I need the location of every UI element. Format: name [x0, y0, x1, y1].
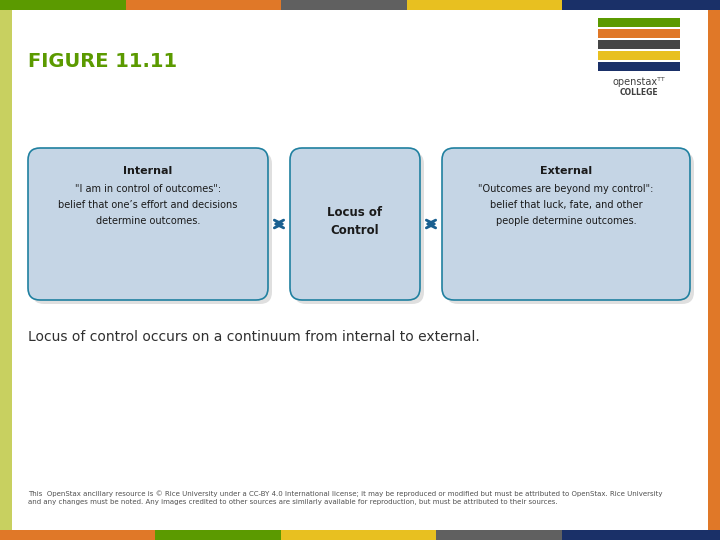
Text: Locus of: Locus of [328, 206, 382, 219]
Text: Control: Control [330, 224, 379, 237]
FancyBboxPatch shape [290, 148, 420, 300]
FancyBboxPatch shape [446, 152, 694, 304]
Text: FIGURE 11.11: FIGURE 11.11 [28, 52, 177, 71]
FancyBboxPatch shape [28, 148, 268, 300]
Text: COLLEGE: COLLEGE [620, 88, 658, 97]
FancyBboxPatch shape [442, 148, 690, 300]
Bar [562, 530, 720, 540]
Bar [155, 530, 281, 540]
Text: determine outcomes.: determine outcomes. [96, 216, 200, 226]
Text: "Outcomes are beyond my control":: "Outcomes are beyond my control": [478, 184, 654, 194]
Bar [0, 0, 126, 10]
Bar [598, 51, 680, 60]
Bar [598, 29, 680, 38]
Text: "I am in control of outcomes":: "I am in control of outcomes": [75, 184, 221, 194]
Bar [126, 0, 281, 10]
Bar [407, 0, 562, 10]
Bar [598, 40, 680, 49]
Text: belief that one’s effort and decisions: belief that one’s effort and decisions [58, 200, 238, 210]
Bar [598, 18, 680, 27]
Text: This  OpenStax ancillary resource is © Rice University under a CC-BY 4.0 Interna: This OpenStax ancillary resource is © Ri… [28, 490, 662, 505]
Text: External: External [540, 166, 592, 176]
Bar [436, 530, 562, 540]
Bar [708, 10, 720, 530]
Bar [0, 10, 12, 530]
Text: Internal: Internal [123, 166, 173, 176]
Bar [598, 62, 680, 71]
Bar [562, 0, 720, 10]
Bar [281, 530, 436, 540]
Text: openstaxᵀᵀ: openstaxᵀᵀ [613, 77, 665, 87]
Text: people determine outcomes.: people determine outcomes. [495, 216, 636, 226]
Bar [281, 0, 407, 10]
FancyBboxPatch shape [294, 152, 424, 304]
Text: belief that luck, fate, and other: belief that luck, fate, and other [490, 200, 642, 210]
Bar [0, 530, 155, 540]
Text: Locus of control occurs on a continuum from internal to external.: Locus of control occurs on a continuum f… [28, 330, 480, 344]
FancyBboxPatch shape [32, 152, 272, 304]
